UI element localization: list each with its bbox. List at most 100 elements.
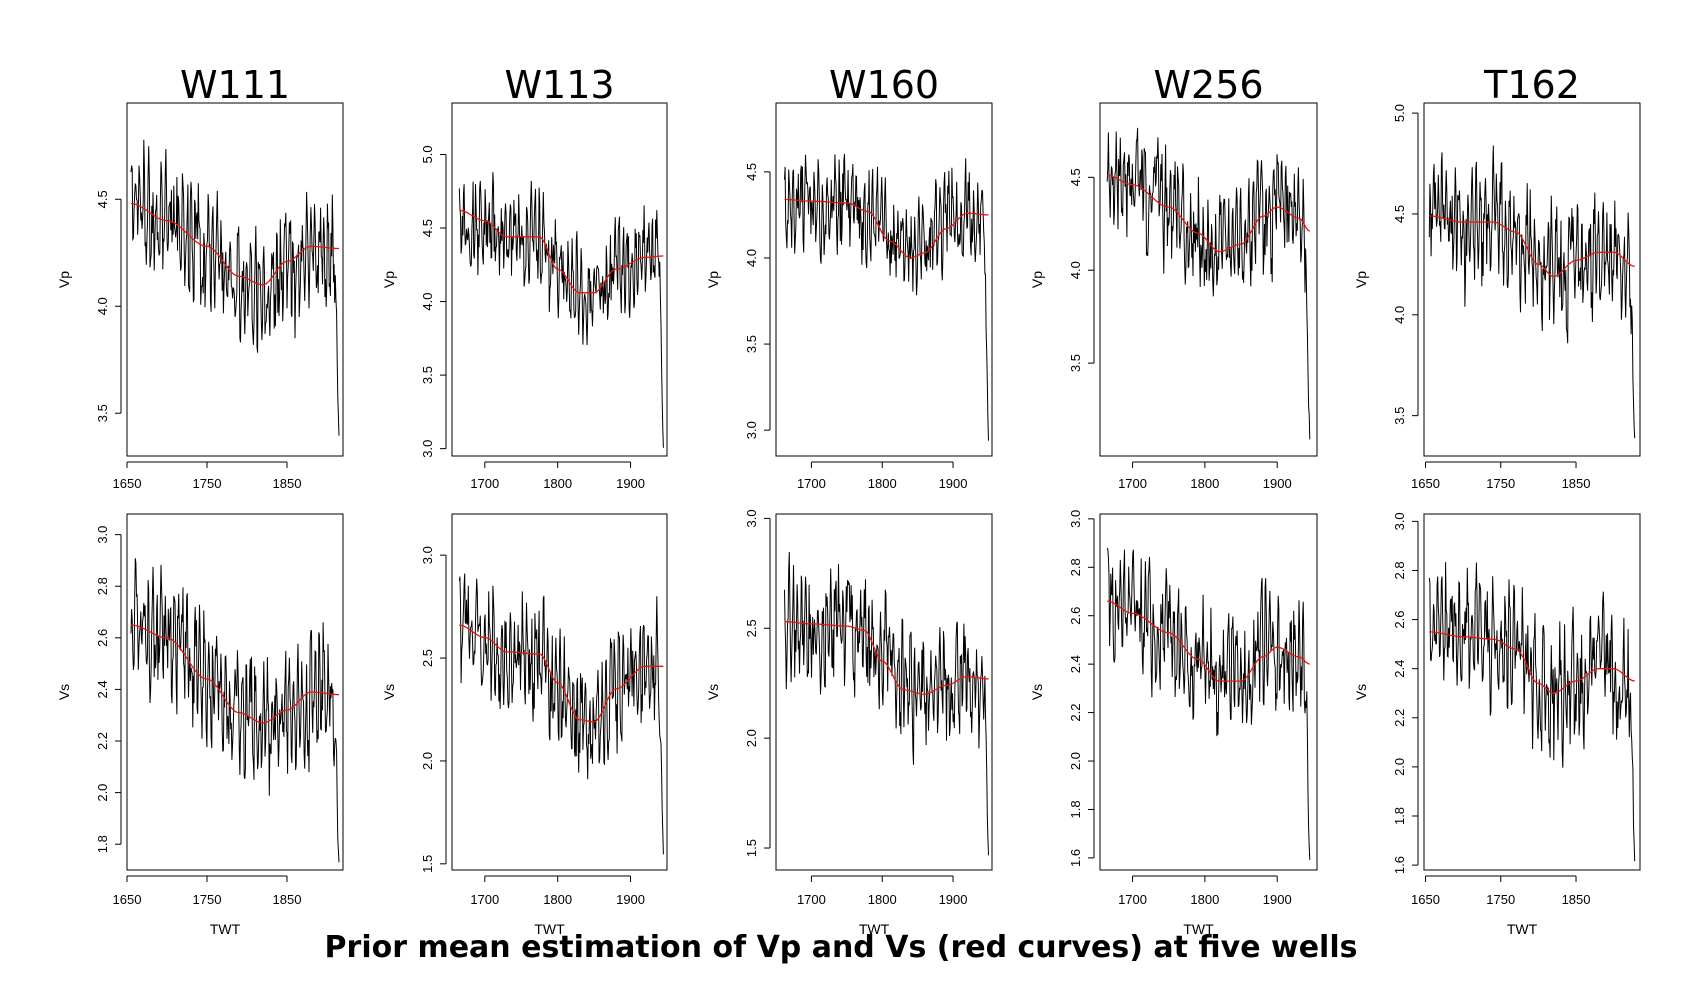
- y-tick-label: 5.0: [1392, 104, 1407, 122]
- well-title: T162: [1483, 63, 1580, 107]
- y-axis-label: Vp: [56, 271, 72, 288]
- x-tick-label: 1900: [616, 892, 645, 907]
- y-axis-label: Vp: [1029, 271, 1045, 288]
- y-tick-label: 2.4: [1392, 660, 1407, 678]
- y-tick-label: 3.5: [95, 404, 110, 422]
- y-tick-label: 3.0: [1068, 510, 1083, 528]
- y-tick-label: 3.0: [420, 440, 435, 458]
- y-tick-label: 2.5: [420, 649, 435, 667]
- prior-mean-line: [1429, 215, 1635, 278]
- well-title: W113: [504, 63, 614, 107]
- y-tick-label: 3.5: [1392, 407, 1407, 425]
- y-axis-label: Vs: [381, 684, 397, 700]
- y-tick-label: 2.0: [1068, 752, 1083, 770]
- well-log-line: [130, 558, 340, 863]
- x-tick-label: 1900: [616, 476, 645, 491]
- y-tick-label: 1.6: [1392, 856, 1407, 874]
- prior-mean-line: [459, 209, 664, 294]
- x-tick-label: 1650: [113, 892, 142, 907]
- prior-mean-line: [130, 624, 339, 724]
- figure-caption: Prior mean estimation of Vp and Vs (red …: [324, 930, 1358, 965]
- prior-mean-line: [1107, 600, 1310, 682]
- x-tick-label: 1750: [1486, 476, 1515, 491]
- panel-vp-w160: W160 1700 1800 1900 3.0 3.5 4.0 4.5 Vp: [705, 63, 993, 491]
- well-log-line: [1106, 547, 1311, 860]
- x-tick-label: 1850: [1562, 892, 1591, 907]
- y-axis-label: Vs: [1029, 684, 1045, 700]
- x-tick-label: 1750: [1486, 892, 1515, 907]
- x-tick-label: 1750: [193, 476, 222, 491]
- y-tick-label: 4.5: [1392, 205, 1407, 223]
- plot-frame: [451, 102, 668, 457]
- well-log-line: [1428, 145, 1636, 439]
- plot-frame: [1423, 102, 1641, 457]
- x-tick-label: 1650: [1411, 892, 1440, 907]
- well-log-line: [1106, 127, 1311, 440]
- y-tick-label: 2.2: [1392, 709, 1407, 727]
- y-tick-label: 3.5: [420, 366, 435, 384]
- well-log-line: [784, 153, 989, 441]
- prior-mean-line: [130, 202, 339, 286]
- y-tick-label: 5.0: [420, 145, 435, 163]
- y-tick-label: 4.5: [744, 163, 759, 181]
- plot-frame: [775, 102, 993, 457]
- well-log-line: [1428, 562, 1636, 862]
- well-log-line: [784, 551, 989, 856]
- y-tick-label: 2.6: [1392, 611, 1407, 629]
- y-tick-label: 2.0: [420, 752, 435, 770]
- y-tick-label: 4.0: [1068, 261, 1083, 279]
- y-tick-label: 3.0: [420, 546, 435, 564]
- prior-mean-line: [784, 621, 989, 695]
- prior-mean-line: [784, 198, 989, 259]
- y-tick-label: 1.5: [744, 839, 759, 857]
- plot-frame: [126, 102, 344, 457]
- y-tick-label: 4.5: [1068, 168, 1083, 186]
- y-tick-label: 3.0: [1392, 512, 1407, 530]
- x-tick-label: 1800: [1190, 476, 1219, 491]
- y-axis-label: Vp: [705, 271, 721, 288]
- plot-frame: [1099, 513, 1318, 871]
- y-tick-label: 3.5: [744, 335, 759, 353]
- y-tick-label: 2.4: [1068, 655, 1083, 673]
- y-tick-label: 1.6: [1068, 849, 1083, 867]
- y-tick-label: 4.0: [420, 293, 435, 311]
- x-tick-label: 1800: [543, 892, 572, 907]
- x-tick-label: 1700: [797, 476, 826, 491]
- x-tick-label: 1900: [1263, 476, 1292, 491]
- x-tick-label: 1700: [470, 476, 499, 491]
- y-tick-label: 2.0: [744, 729, 759, 747]
- x-tick-label: 1900: [1263, 892, 1292, 907]
- y-tick-label: 2.6: [1068, 607, 1083, 625]
- plot-frame: [126, 513, 344, 871]
- x-tick-label: 1700: [470, 892, 499, 907]
- y-tick-label: 2.8: [95, 577, 110, 595]
- panel-vs-w113: 1700 1800 1900 1.5 2.0 2.5 3.0 Vs TWT: [381, 513, 668, 937]
- y-tick-label: 3.0: [744, 509, 759, 527]
- y-axis-label: Vp: [381, 271, 397, 288]
- y-axis-label: Vs: [705, 684, 721, 700]
- x-tick-label: 1750: [193, 892, 222, 907]
- x-tick-label: 1850: [1562, 476, 1591, 491]
- x-tick-label: 1900: [939, 476, 968, 491]
- x-tick-label: 1700: [1118, 476, 1147, 491]
- well-title: W256: [1153, 63, 1263, 107]
- y-tick-label: 2.4: [95, 680, 110, 698]
- y-tick-label: 2.8: [1392, 561, 1407, 579]
- x-tick-label: 1800: [868, 892, 897, 907]
- plot-frame: [1099, 102, 1318, 457]
- y-tick-label: 1.8: [1068, 800, 1083, 818]
- prior-mean-line: [459, 624, 664, 723]
- plot-frame: [1423, 513, 1641, 871]
- plot-frame: [451, 513, 668, 871]
- y-tick-label: 2.6: [95, 629, 110, 647]
- y-tick-label: 2.8: [1068, 558, 1083, 576]
- y-tick-label: 4.0: [95, 297, 110, 315]
- x-tick-label: 1650: [113, 476, 142, 491]
- panel-vs-w160: 1700 1800 1900 1.5 2.0 2.5 3.0 Vs TWT: [705, 509, 993, 937]
- panel-vp-w111: W111 1650 1750 1850 3.5 4.0 4.5 Vp: [56, 63, 344, 491]
- y-axis-label: Vs: [1353, 684, 1369, 700]
- well-log-line: [130, 139, 340, 436]
- x-tick-label: 1700: [797, 892, 826, 907]
- y-tick-label: 4.0: [1392, 306, 1407, 324]
